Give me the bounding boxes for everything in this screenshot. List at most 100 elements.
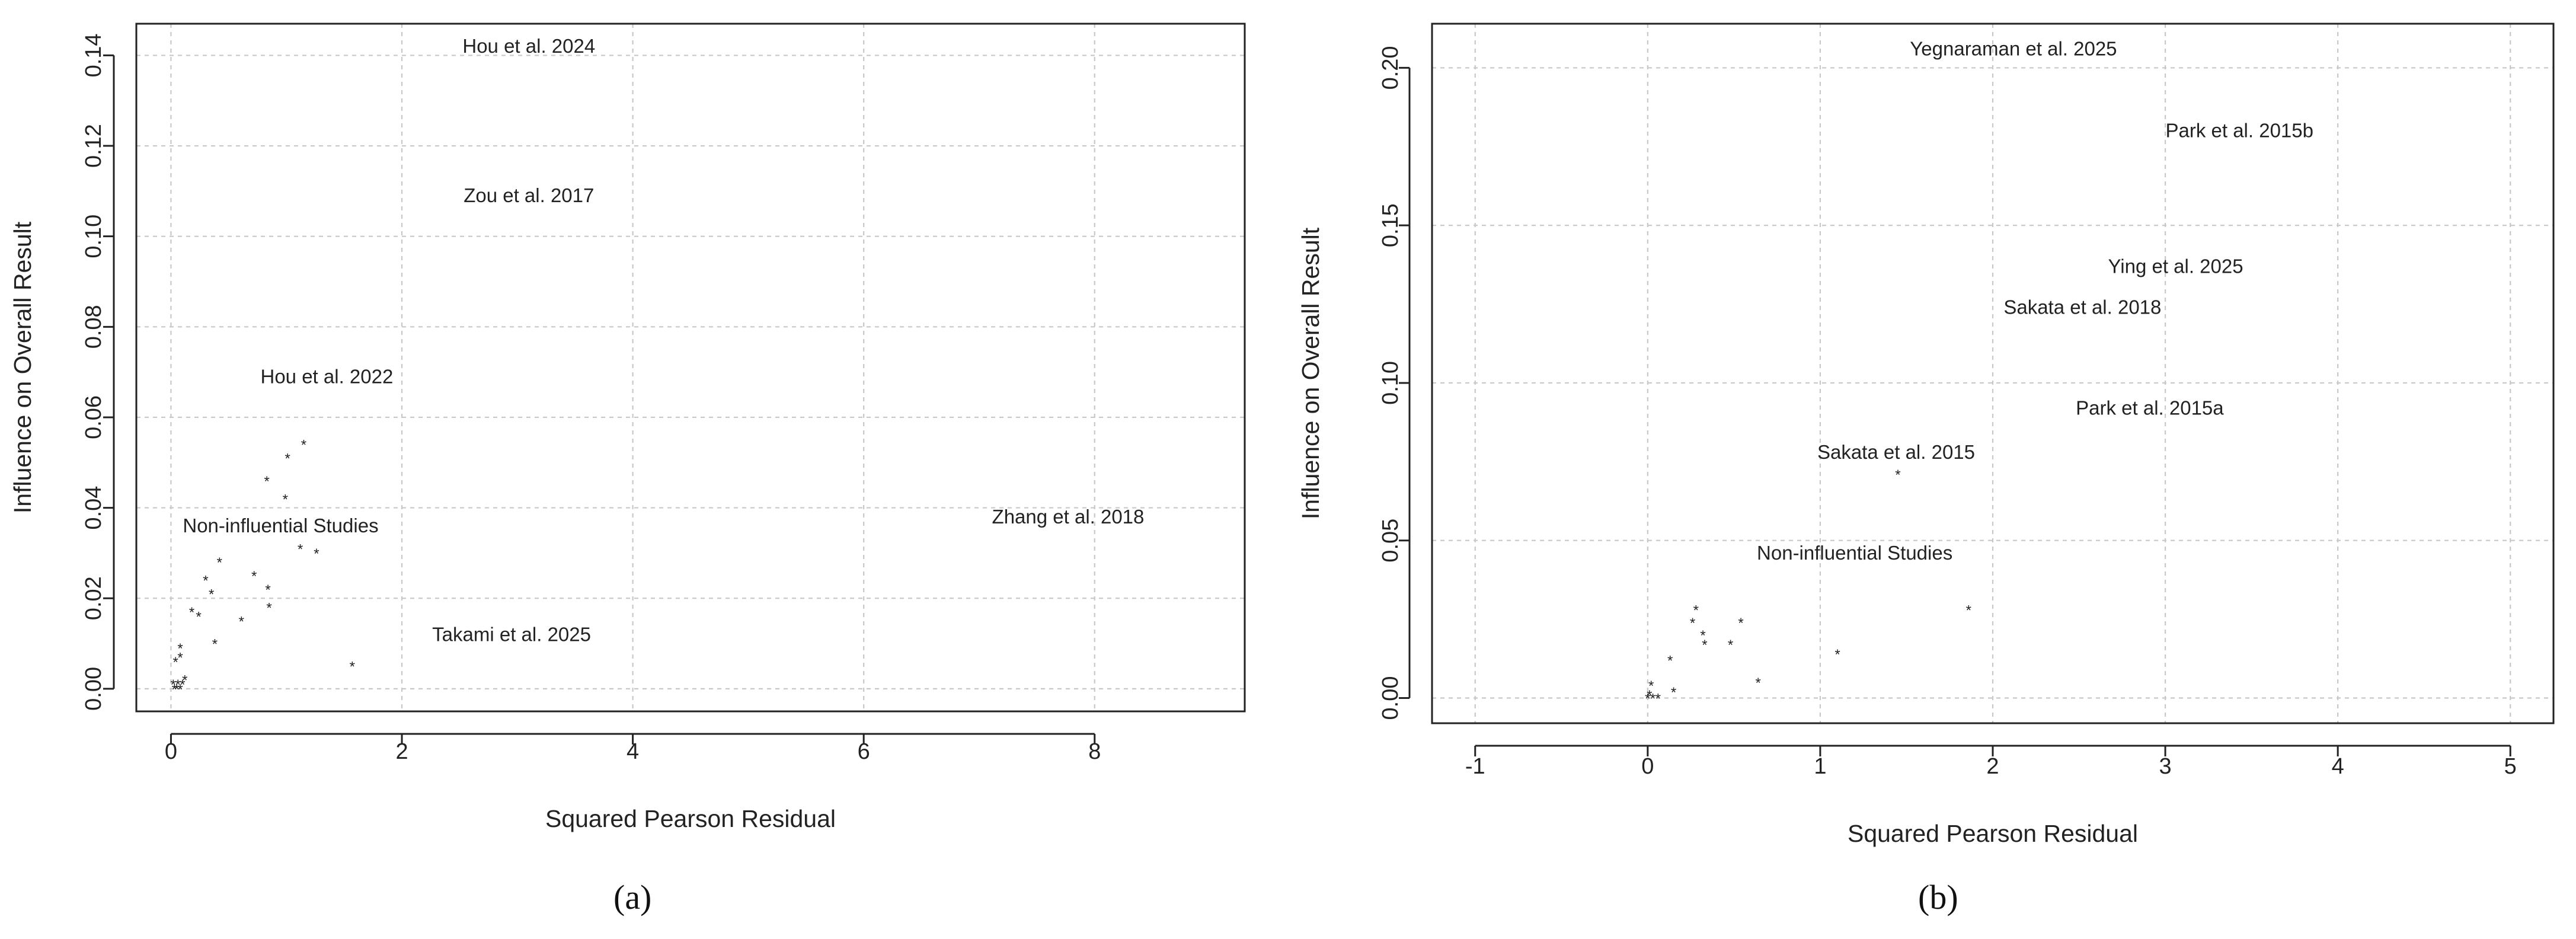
y-tick-label-5: 0.10	[81, 215, 106, 258]
annotations: Yegnaraman et al. 2025 Park et al. 2015b Y…	[1757, 38, 2313, 564]
grid	[136, 24, 1245, 711]
chart-panel-a: 0 2 4 6 8 0.00 0.02 0.04 0.06 0.08 0.10 0.12 0.14 Squ…	[0, 0, 1288, 936]
data-point-0: *	[171, 677, 176, 693]
x-tick-label-4: 3	[2159, 754, 2172, 779]
data-point-14: *	[1834, 647, 1840, 663]
study-label-5: Takami et al. 2025	[432, 623, 591, 645]
x-tick-label-4: 8	[1088, 739, 1101, 764]
study-label-4: Park et al. 2015a	[2076, 397, 2224, 419]
annotations: Hou et al. 2024 Zou et al. 2017 Hou et al.…	[183, 35, 1144, 645]
data-point-15: *	[1895, 467, 1900, 483]
data-point-25: *	[314, 546, 319, 562]
data-point-7: *	[173, 654, 178, 670]
y-tick-label-4: 0.08	[81, 305, 106, 349]
data-point-10: *	[1702, 637, 1707, 653]
study-label-2: Hou et al. 2022	[260, 365, 393, 387]
data-point-23: *	[298, 541, 303, 557]
y-tick-label-3: 0.15	[1378, 203, 1403, 247]
data-point-24: *	[301, 437, 306, 453]
data-point-4: *	[1655, 691, 1661, 707]
grid	[1432, 24, 2553, 723]
study-label-1: Zou et al. 2017	[464, 184, 594, 206]
data-point-9: *	[1700, 628, 1705, 644]
study-label-0: Yegnaraman et al. 2025	[1910, 38, 2117, 60]
y-axis-title: Influence on Overall Result	[1297, 227, 1324, 519]
x-tick-label-0: 0	[165, 739, 177, 764]
data-point-5: *	[180, 677, 185, 693]
data-point-1: *	[1647, 688, 1652, 704]
panel-label-a: (a)	[613, 878, 652, 916]
data-point-6: *	[182, 673, 187, 689]
data-point-6: *	[1671, 685, 1676, 701]
data-point-20: *	[266, 600, 271, 616]
data-point-17: *	[251, 568, 257, 585]
plot-frame	[135, 23, 1246, 713]
data-point-21: *	[283, 491, 288, 507]
data-point-18: *	[264, 474, 269, 490]
data-point-8: *	[177, 650, 183, 666]
data-point-15: *	[217, 555, 222, 571]
y-axis-title: Influence on Overall Result	[9, 221, 36, 513]
study-label-3: Non-influential Studies	[183, 515, 378, 536]
data-point-11: *	[1728, 637, 1733, 653]
y-tick-label-1: 0.05	[1378, 519, 1403, 563]
study-label-6: Non-influential Studies	[1757, 542, 1952, 564]
y-tick-label-2: 0.04	[81, 486, 106, 530]
plot-frame	[1431, 23, 2555, 724]
data-point-0: *	[1645, 691, 1650, 707]
data-point-19: *	[265, 582, 270, 598]
x-axis-title: Squared Pearson Residual	[545, 805, 836, 832]
data-point-7: *	[1690, 615, 1695, 631]
data-point-9: *	[177, 641, 183, 657]
study-label-3: Sakata et al. 2018	[2003, 296, 2161, 318]
scatter-chart-b: -1 0 1 2 3 4 5 0.00 0.05 0.10 0.15 0.20 Squared Pear…	[1297, 23, 2555, 847]
data-point-26: *	[350, 659, 355, 675]
x-tick-label-3: 6	[858, 739, 870, 764]
y-tick-label-0: 0.00	[1378, 676, 1403, 720]
scatter-chart-a: 0 2 4 6 8 0.00 0.02 0.04 0.06 0.08 0.10 0.12 0.14 Squ…	[9, 23, 1246, 832]
x-tick-label-5: 4	[2332, 754, 2344, 779]
data-points: *********** ****************	[171, 437, 355, 698]
data-point-12: *	[203, 573, 208, 589]
x-tick-label-2: 1	[1814, 754, 1826, 779]
data-point-16: *	[1966, 603, 1971, 619]
panel-label-b: (b)	[1918, 878, 1958, 916]
study-label-2: Ying et al. 2025	[2108, 255, 2243, 277]
data-point-14: *	[212, 637, 218, 653]
study-label-0: Hou et al. 2024	[462, 35, 595, 57]
data-point-3: *	[175, 677, 180, 693]
data-point-22: *	[285, 451, 290, 467]
x-tick-label-0: -1	[1465, 754, 1485, 779]
x-tick-label-2: 4	[627, 739, 639, 764]
data-point-4: *	[177, 682, 183, 698]
data-points: **** ******* ******	[1645, 467, 1971, 707]
y-tick-label-7: 0.14	[81, 33, 106, 77]
data-point-5: *	[1667, 653, 1673, 669]
y-tick-label-3: 0.06	[81, 395, 106, 439]
data-point-2: *	[174, 682, 180, 698]
data-point-8: *	[1693, 603, 1699, 619]
study-label-5: Sakata et al. 2015	[1817, 441, 1975, 463]
chart-panel-b: -1 0 1 2 3 4 5 0.00 0.05 0.10 0.15 0.20 Squared Pear…	[1288, 0, 2576, 936]
y-tick-label-2: 0.10	[1378, 361, 1403, 405]
y-tick-label-1: 0.02	[81, 576, 106, 620]
data-point-2: *	[1648, 678, 1654, 694]
data-point-13: *	[209, 587, 214, 603]
data-point-1: *	[172, 682, 177, 698]
data-point-10: *	[189, 605, 194, 621]
data-point-11: *	[196, 609, 202, 625]
study-label-4: Zhang et al. 2018	[992, 506, 1145, 528]
x-tick-label-1: 2	[395, 739, 408, 764]
study-label-1: Park et al. 2015b	[2165, 120, 2313, 142]
data-point-12: *	[1738, 615, 1743, 631]
data-point-16: *	[239, 614, 244, 630]
x-tick-label-3: 2	[1986, 754, 1999, 779]
data-point-3: *	[1650, 691, 1655, 707]
y-tick-label-0: 0.00	[81, 667, 106, 711]
x-tick-label-1: 0	[1641, 754, 1654, 779]
y-tick-label-6: 0.12	[81, 124, 106, 168]
y-tick-label-4: 0.20	[1378, 46, 1403, 90]
data-point-13: *	[1755, 675, 1760, 691]
x-tick-label-6: 5	[2504, 754, 2517, 779]
x-axis-title: Squared Pearson Residual	[1848, 820, 2138, 847]
